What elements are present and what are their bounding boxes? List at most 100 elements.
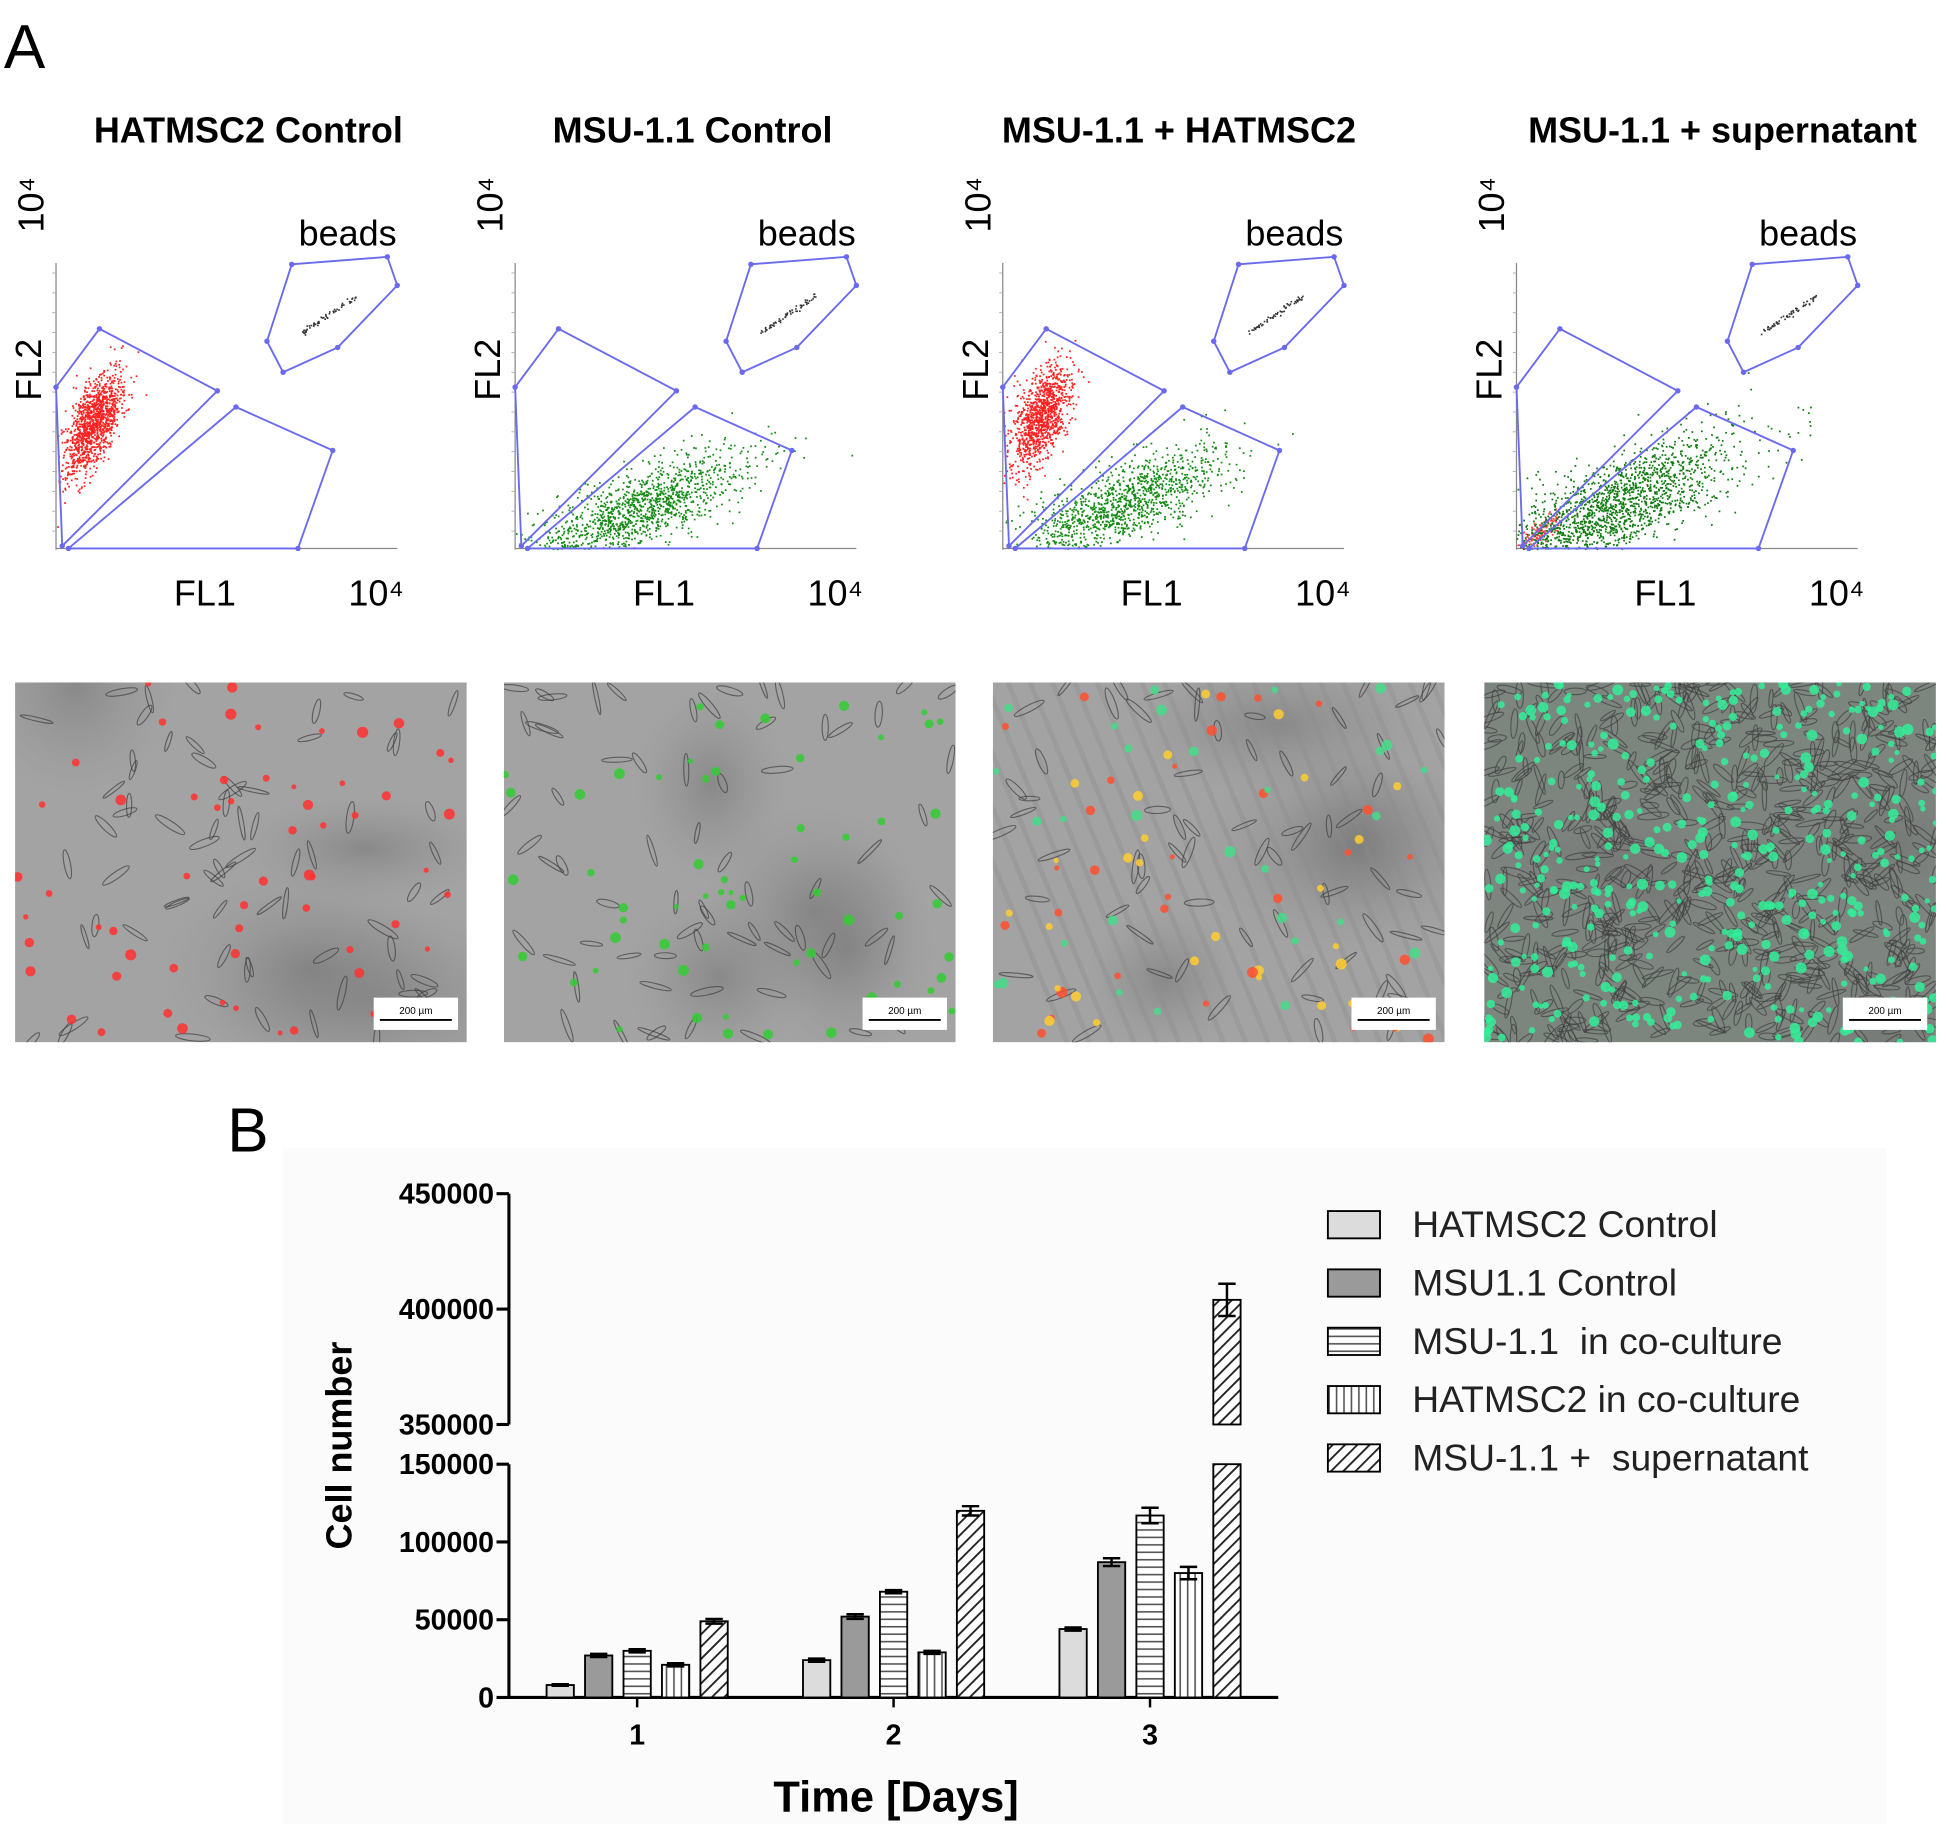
event-dot [709,494,712,497]
event-dot [1060,392,1063,395]
event-dot [69,439,72,442]
event-dot [1051,395,1053,398]
event-dot [600,525,603,527]
event-dot [669,511,672,514]
event-dot [1032,440,1034,442]
event-dot [1186,479,1188,482]
event-dot [1124,462,1127,465]
event-dot [1042,423,1045,425]
event-dot [670,516,673,519]
event-dot [1140,500,1142,502]
event-dot [99,453,102,455]
event-dot [649,516,652,519]
event-dot [84,429,87,432]
event-dot [663,482,666,484]
bead-dot [770,326,773,329]
event-dot [1098,460,1100,463]
event-dot [700,473,703,475]
event-dot [612,510,615,512]
event-dot [1040,385,1043,388]
event-dot [656,501,659,503]
event-dot [604,504,607,506]
y-axis-label: FL2 [467,339,508,401]
event-dot [99,409,102,411]
event-dot [681,487,684,490]
event-dot [1084,500,1087,503]
event-dot [83,435,85,438]
event-dot [585,536,588,539]
event-dot [1134,503,1137,506]
event-dot [1100,516,1102,519]
event-dot [1192,475,1195,478]
event-dot [557,515,560,518]
event-dot [659,472,662,475]
event-dot [63,451,66,454]
event-dot [1054,530,1057,533]
event-dot [737,501,740,504]
event-dot [1212,460,1215,462]
event-dot [1060,514,1063,516]
event-dot [1125,504,1127,507]
event-dot [1170,507,1173,510]
event-dot [634,537,636,540]
event-dot [93,441,95,444]
event-dot [1003,474,1006,477]
event-dot [1103,537,1105,540]
event-dot [1048,432,1050,435]
event-dot [96,421,99,424]
event-dot [633,489,636,492]
event-dot [1150,442,1153,445]
event-dot [1115,508,1118,511]
event-dot [1116,523,1118,526]
event-dot [1027,415,1029,418]
event-dot [1034,382,1037,385]
event-dot [1117,504,1120,507]
event-dot [719,449,722,452]
event-dot [123,394,126,397]
event-dot [109,428,112,430]
event-dot [651,521,653,523]
event-dot [567,504,570,507]
event-dot [1045,411,1047,414]
event-dot [107,380,109,382]
event-dot [1145,490,1148,493]
event-dot [100,440,103,442]
event-dot [1166,447,1168,450]
event-dot [1137,465,1140,468]
event-dot [1030,434,1033,437]
event-dot [93,422,95,425]
event-dot [1014,528,1017,530]
event-dot [1056,400,1059,403]
event-dot [707,456,710,458]
event-dot [114,392,117,395]
event-dot [101,390,103,393]
event-dot [1150,479,1153,482]
event-dot [669,496,672,499]
event-dot [1141,506,1143,508]
event-dot [1030,406,1033,409]
event-dot [678,511,680,514]
event-dot [106,398,109,401]
gate-vertex [1331,254,1337,260]
bead-dot [1263,320,1266,323]
event-dot [664,541,667,543]
event-dot [76,464,79,467]
event-dot [1056,430,1059,433]
event-dot [642,481,645,484]
event-dot [1068,374,1071,376]
event-dot [1157,485,1160,487]
event-dot [626,468,628,471]
event-dot [108,388,110,390]
event-dot [649,533,651,536]
event-dot [1081,521,1083,524]
event-dot [666,486,668,489]
event-dot [1037,450,1040,453]
event-dot [95,467,98,470]
event-dot [635,531,638,533]
event-dot [1094,494,1097,497]
event-dot [1033,408,1035,411]
event-dot [95,455,98,458]
event-dot [1023,392,1026,394]
event-dot [1026,404,1029,407]
bead-dot [336,308,338,311]
